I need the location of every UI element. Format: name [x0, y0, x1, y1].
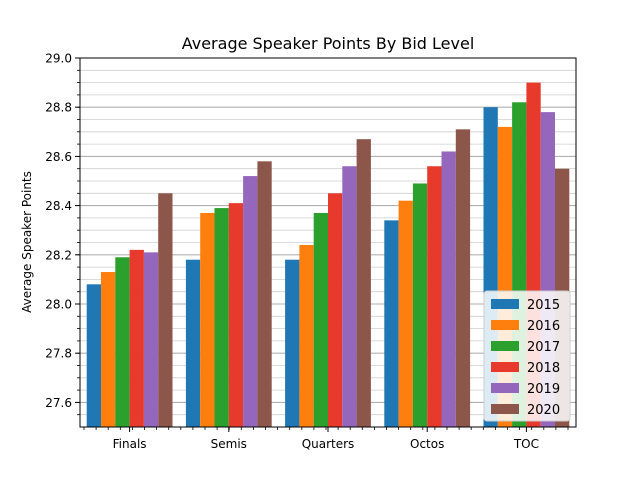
bar-2018-finals — [129, 249, 144, 427]
bar-2017-semis — [214, 208, 229, 427]
legend-label: 2019 — [527, 382, 560, 397]
y-tick-label: 28.4 — [45, 199, 72, 213]
bar-2020-quarters — [356, 139, 371, 427]
legend-swatch-2015 — [491, 299, 519, 309]
y-tick-label: 28.0 — [45, 298, 72, 312]
x-axis-ticks: Finals Semis Quarters Octos TOC — [83, 427, 569, 451]
y-tick-label: 28.8 — [45, 101, 72, 115]
y-tick-label: 27.6 — [45, 396, 72, 410]
bar-2019-quarters — [342, 166, 357, 428]
y-axis-label: Average Speaker Points — [20, 171, 34, 313]
bar-2017-quarters — [313, 212, 328, 427]
bar-2019-semis — [243, 176, 258, 427]
x-tick-label: Quarters — [302, 437, 355, 451]
bar-2018-semis — [228, 203, 244, 427]
bar-2020-finals — [158, 193, 173, 427]
legend-swatch-2016 — [491, 320, 519, 330]
bar-2017-octos — [412, 183, 428, 427]
bar-2018-quarters — [328, 193, 343, 427]
legend-swatch-2019 — [491, 383, 519, 393]
bar-2015-finals — [86, 284, 101, 427]
bar-2016-quarters — [299, 244, 314, 427]
y-tick-label: 28.6 — [45, 150, 72, 164]
bar-2016-finals — [101, 272, 116, 427]
legend-label: 2018 — [527, 361, 560, 376]
bar-2016-semis — [200, 212, 215, 427]
legend-label: 2020 — [527, 403, 560, 418]
y-tick-label: 29.0 — [45, 52, 72, 66]
bar-2019-finals — [143, 252, 159, 427]
y-axis-ticks: 27.6 27.8 28.0 28.2 28.4 28.6 28.8 29.0 — [45, 52, 80, 416]
x-tick-label: Semis — [211, 437, 247, 451]
bar-2020-octos — [455, 129, 471, 427]
legend-label: 2015 — [527, 298, 560, 313]
bar-2015-octos — [384, 220, 399, 427]
y-tick-label: 28.2 — [45, 248, 72, 262]
bar-2015-quarters — [285, 259, 300, 427]
legend-label: 2017 — [527, 340, 560, 355]
legend-swatch-2020 — [491, 404, 519, 414]
x-tick-label: Finals — [113, 437, 147, 451]
legend-label: 2016 — [527, 319, 560, 334]
y-tick-label: 27.8 — [45, 347, 72, 361]
bar-2015-semis — [185, 259, 201, 427]
bar-2018-octos — [427, 166, 442, 428]
legend-swatch-2017 — [491, 341, 519, 351]
x-tick-label: Octos — [410, 437, 444, 451]
x-tick-label: TOC — [513, 437, 539, 451]
bar-2016-octos — [398, 200, 413, 427]
chart-title: Average Speaker Points By Bid Level — [182, 34, 475, 53]
bar-2017-finals — [115, 257, 130, 427]
bar-2020-semis — [257, 161, 272, 427]
bar-2019-octos — [441, 151, 456, 428]
legend: 2015 2016 2017 2018 2019 2020 — [483, 290, 571, 422]
legend-swatch-2018 — [491, 362, 519, 372]
